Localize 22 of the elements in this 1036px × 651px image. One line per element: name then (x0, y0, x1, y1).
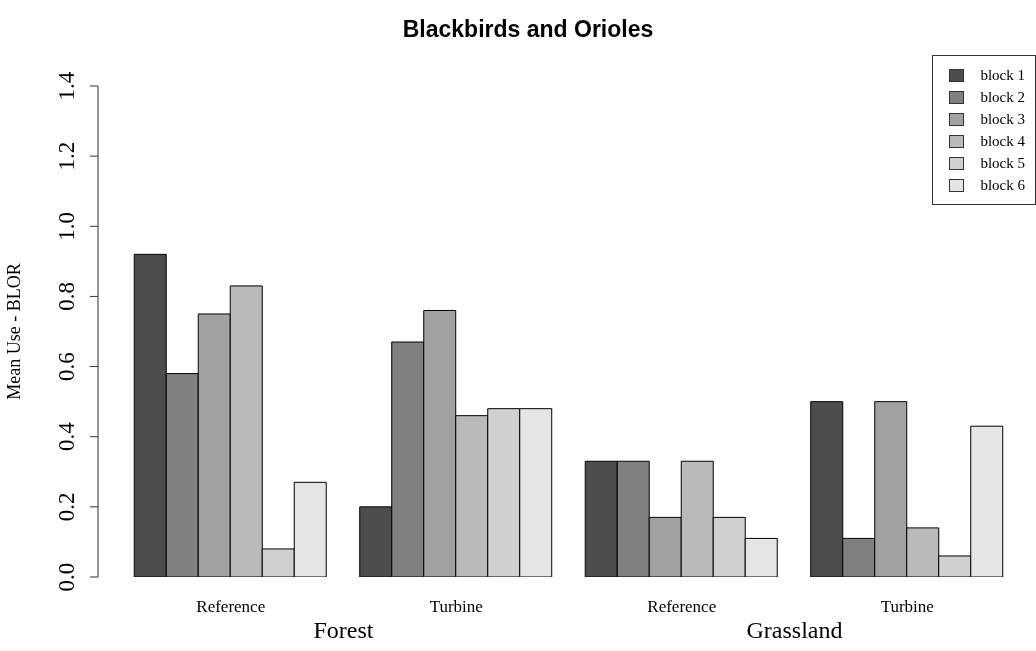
chart-title: Blackbirds and Orioles (401, 16, 655, 43)
y-axis-title: Mean Use - BLOR (4, 263, 25, 400)
y-tick-label: 0.0 (54, 562, 79, 592)
x-tick-label: Reference (647, 597, 717, 616)
y-tick-label: 1.2 (54, 141, 79, 171)
y-tick-label: 0.4 (54, 421, 79, 452)
legend-label: block 1 (980, 66, 1025, 84)
y-tick-label: 0.6 (54, 352, 79, 381)
legend-label: block 4 (980, 132, 1025, 150)
legend-label: block 6 (980, 176, 1025, 194)
y-tick-label: 0.8 (54, 282, 79, 311)
x-tick-label: Reference (196, 597, 266, 616)
legend-label: block 2 (980, 88, 1025, 106)
text: Grassland (746, 617, 843, 643)
legend-label: block 5 (980, 154, 1025, 172)
text: Forest (313, 617, 374, 643)
y-tick-label: 1.0 (54, 211, 79, 241)
y-tick-label: 1.4 (54, 71, 79, 101)
y-tick-label: 0.2 (54, 492, 79, 522)
x-tick-label: Turbine (429, 597, 483, 616)
legend-label: block 3 (980, 110, 1025, 128)
x-tick-label: Turbine (880, 597, 934, 616)
